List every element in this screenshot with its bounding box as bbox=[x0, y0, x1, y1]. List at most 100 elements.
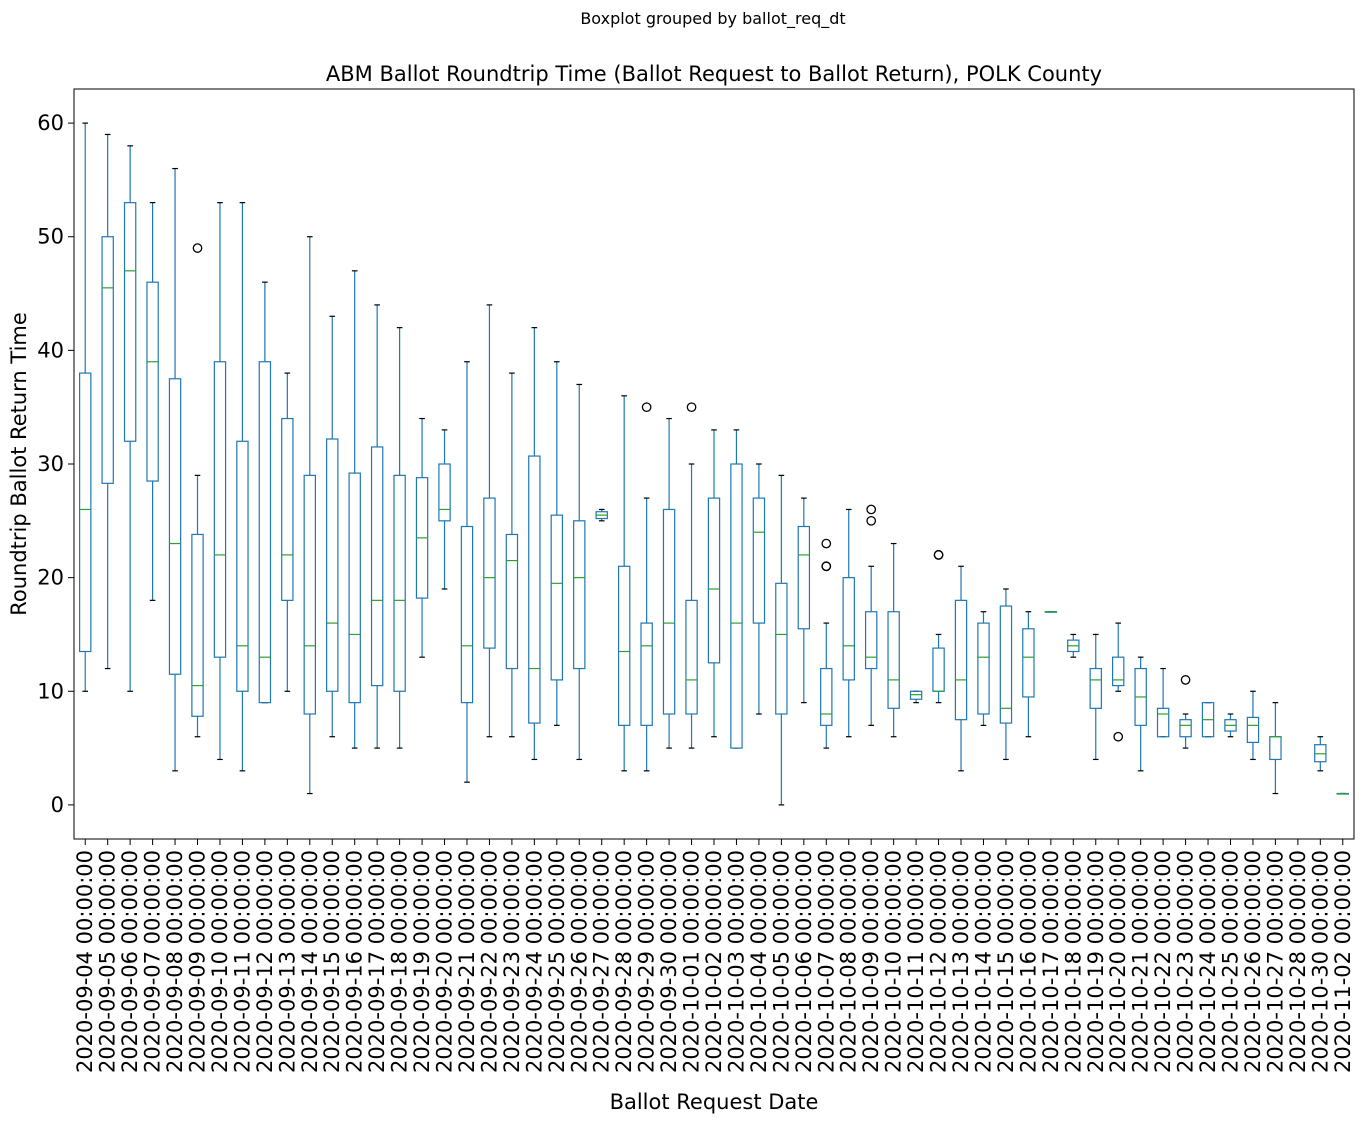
box-group bbox=[1336, 792, 1349, 795]
x-tick-label: 2020-09-07 00:00:00 bbox=[141, 850, 165, 1073]
box-group bbox=[887, 542, 900, 738]
x-tick-label: 2020-09-20 00:00:00 bbox=[433, 850, 457, 1073]
x-tick-label: 2020-10-21 00:00:00 bbox=[1129, 850, 1153, 1073]
x-tick-label: 2020-09-19 00:00:00 bbox=[410, 850, 434, 1073]
box-iqr bbox=[550, 514, 564, 681]
box-group bbox=[662, 417, 676, 749]
box-group bbox=[101, 133, 114, 670]
x-tick-label: 2020-09-12 00:00:00 bbox=[253, 850, 277, 1073]
x-tick-label: 2020-09-13 00:00:00 bbox=[275, 850, 299, 1073]
box-group bbox=[79, 122, 92, 692]
box-group bbox=[752, 463, 766, 715]
x-tick-label: 2020-10-03 00:00:00 bbox=[724, 850, 748, 1073]
x-tick-label: 2020-10-19 00:00:00 bbox=[1084, 850, 1108, 1073]
box-group bbox=[977, 611, 990, 726]
box-iqr bbox=[79, 372, 92, 653]
outlier-point bbox=[821, 561, 832, 572]
outlier-point bbox=[933, 550, 944, 560]
box-iqr bbox=[460, 525, 474, 704]
box-iqr bbox=[191, 533, 204, 717]
x-tick-label: 2020-09-28 00:00:00 bbox=[612, 850, 636, 1073]
box-iqr bbox=[1269, 736, 1282, 761]
box-iqr bbox=[236, 440, 249, 692]
box-group bbox=[595, 508, 608, 522]
y-tick-label: 50 bbox=[37, 225, 64, 249]
box-iqr bbox=[258, 361, 272, 704]
box-iqr bbox=[168, 378, 182, 675]
box-iqr bbox=[303, 474, 317, 715]
box-group bbox=[1201, 702, 1215, 738]
x-tick-label: 2020-10-04 00:00:00 bbox=[747, 850, 771, 1073]
box-group bbox=[1022, 611, 1035, 738]
box-group bbox=[1269, 702, 1282, 795]
x-tick-label: 2020-10-01 00:00:00 bbox=[680, 850, 704, 1073]
box-iqr bbox=[1111, 656, 1125, 687]
x-tick-label: 2020-09-05 00:00:00 bbox=[96, 850, 120, 1073]
y-axis-ticks: 0 10 20 30 40 50 60 bbox=[37, 111, 74, 817]
box-iqr bbox=[483, 497, 496, 649]
box-group bbox=[460, 361, 474, 783]
box-iqr bbox=[123, 202, 137, 442]
x-tick-label: 2020-10-30 00:00:00 bbox=[1308, 850, 1332, 1073]
x-tick-label: 2020-09-23 00:00:00 bbox=[500, 850, 524, 1073]
box-group bbox=[258, 281, 272, 704]
box-iqr bbox=[864, 611, 878, 670]
box-group bbox=[213, 202, 227, 761]
outlier-point bbox=[686, 402, 697, 413]
box-group bbox=[775, 474, 788, 806]
box-group bbox=[528, 327, 541, 761]
box-iqr bbox=[1156, 707, 1170, 738]
box-iqr bbox=[820, 667, 833, 726]
x-tick-label: 2020-10-08 00:00:00 bbox=[837, 850, 861, 1073]
y-tick-label: 40 bbox=[37, 338, 64, 362]
box-iqr bbox=[146, 281, 159, 482]
box-group bbox=[326, 315, 339, 738]
x-tick-label: 2020-09-21 00:00:00 bbox=[455, 850, 479, 1073]
y-tick-label: 10 bbox=[37, 679, 64, 703]
box-group bbox=[932, 550, 945, 704]
box-group bbox=[236, 202, 249, 772]
box-iqr bbox=[1179, 719, 1192, 738]
box-group bbox=[370, 304, 384, 749]
x-tick-label: 2020-10-18 00:00:00 bbox=[1061, 850, 1085, 1073]
x-tick-label: 2020-09-09 00:00:00 bbox=[186, 850, 210, 1073]
y-tick-label: 30 bbox=[37, 452, 64, 476]
x-tick-label: 2020-10-02 00:00:00 bbox=[702, 850, 726, 1073]
x-tick-label: 2020-09-06 00:00:00 bbox=[118, 850, 142, 1073]
x-tick-label: 2020-09-08 00:00:00 bbox=[163, 850, 187, 1073]
x-tick-label: 2020-10-26 00:00:00 bbox=[1241, 850, 1265, 1073]
x-tick-label: 2020-10-14 00:00:00 bbox=[971, 850, 995, 1073]
box-group bbox=[393, 327, 406, 749]
box-iqr bbox=[707, 497, 721, 664]
x-tick-label: 2020-09-26 00:00:00 bbox=[567, 850, 591, 1073]
box-iqr bbox=[370, 446, 384, 687]
x-tick-label: 2020-09-25 00:00:00 bbox=[545, 850, 569, 1073]
box-group bbox=[1111, 622, 1125, 742]
box-group bbox=[483, 304, 496, 738]
box-iqr bbox=[617, 565, 631, 726]
box-group bbox=[1044, 611, 1058, 613]
suptitle: Boxplot grouped by ballot_req_dt bbox=[580, 9, 845, 29]
boxplot-boxes bbox=[79, 122, 1349, 806]
x-tick-label: 2020-09-14 00:00:00 bbox=[298, 850, 322, 1073]
box-iqr bbox=[1022, 628, 1035, 698]
box-group bbox=[617, 395, 631, 772]
box-iqr bbox=[999, 605, 1013, 724]
x-tick-label: 2020-10-25 00:00:00 bbox=[1218, 850, 1242, 1073]
y-axis-label: Roundtrip Ballot Return Time bbox=[7, 312, 31, 616]
box-group bbox=[415, 417, 429, 658]
box-iqr bbox=[752, 497, 766, 624]
y-tick-label: 60 bbox=[37, 111, 64, 135]
x-tick-label: 2020-09-11 00:00:00 bbox=[230, 850, 254, 1073]
x-tick-label: 2020-09-30 00:00:00 bbox=[657, 850, 681, 1073]
x-tick-label: 2020-09-04 00:00:00 bbox=[73, 850, 97, 1073]
box-iqr bbox=[685, 599, 698, 715]
y-tick-label: 0 bbox=[51, 793, 64, 817]
box-iqr bbox=[887, 611, 900, 709]
x-tick-label: 2020-09-22 00:00:00 bbox=[477, 850, 501, 1073]
box-group bbox=[1089, 633, 1102, 761]
x-tick-label: 2020-10-23 00:00:00 bbox=[1174, 850, 1198, 1073]
box-group bbox=[168, 167, 182, 772]
box-iqr bbox=[954, 599, 968, 721]
